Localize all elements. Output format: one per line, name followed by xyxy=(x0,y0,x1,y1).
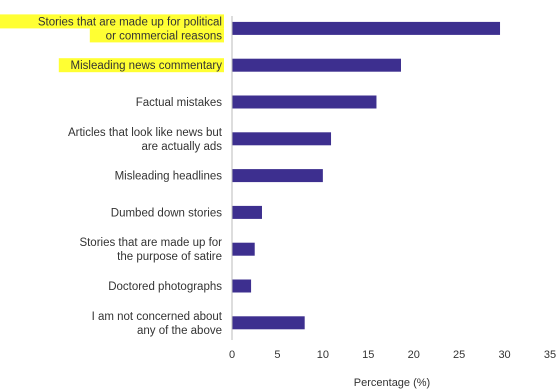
category-label: Misleading news commentary xyxy=(71,60,223,72)
x-tick-label: 15 xyxy=(362,349,374,361)
bar xyxy=(232,279,252,293)
category-label: Articles that look like news but xyxy=(68,127,223,139)
category-label: I am not concerned about xyxy=(92,311,223,323)
category-label: Stories that are made up for xyxy=(79,237,222,249)
x-tick-label: 35 xyxy=(544,349,556,361)
bar xyxy=(232,169,323,183)
category-label: any of the above xyxy=(137,325,222,337)
x-tick-label: 10 xyxy=(317,349,329,361)
x-tick-label: 30 xyxy=(498,349,510,361)
x-axis-title: Percentage (%) xyxy=(354,377,430,389)
bar xyxy=(232,242,255,256)
x-tick-label: 0 xyxy=(229,349,235,361)
label-highlight xyxy=(89,28,224,43)
x-tick-label: 25 xyxy=(453,349,465,361)
bar xyxy=(232,95,377,109)
bar xyxy=(232,205,262,219)
x-tick-labels-group: 0 5 10 15 20 25 30 35 xyxy=(229,349,556,361)
x-tick-label: 5 xyxy=(274,349,280,361)
bar xyxy=(232,316,305,330)
category-label: Doctored photographs xyxy=(108,281,222,293)
category-label: the purpose of satire xyxy=(117,251,222,263)
category-label: or commercial reasons xyxy=(106,30,223,42)
bar xyxy=(232,21,501,35)
x-tick-label: 20 xyxy=(408,349,420,361)
category-label: Stories that are made up for political xyxy=(38,16,222,28)
category-labels-group: Stories that are made up for political or… xyxy=(0,14,225,337)
category-label: Misleading headlines xyxy=(115,171,223,183)
bar xyxy=(232,132,332,146)
category-label: Factual mistakes xyxy=(136,97,223,109)
bar xyxy=(232,58,401,72)
bars-group xyxy=(232,21,501,330)
category-label: are actually ads xyxy=(141,141,222,153)
label-highlight xyxy=(0,14,225,29)
category-label: Dumbed down stories xyxy=(111,207,222,219)
label-highlight xyxy=(58,58,224,73)
